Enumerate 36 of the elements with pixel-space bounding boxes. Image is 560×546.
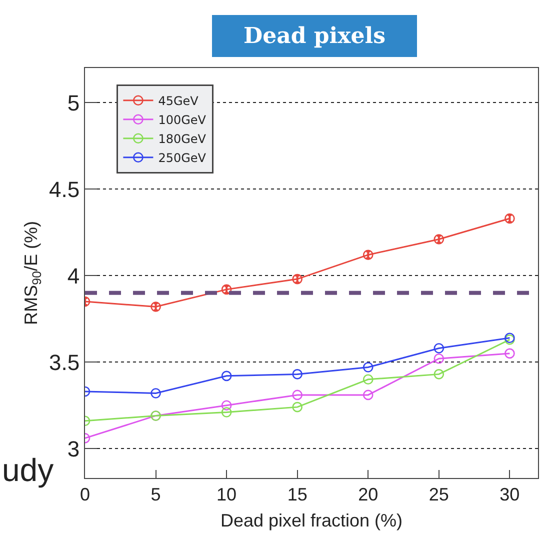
y-tick-label: 3 — [67, 436, 80, 462]
point — [292, 390, 302, 400]
legend-label: 100GeV — [158, 113, 207, 128]
legend-label: 250GeV — [158, 151, 207, 166]
x-tick-label: 5 — [150, 484, 161, 505]
point — [434, 343, 444, 354]
point — [221, 407, 232, 418]
x-tick-label: 25 — [428, 484, 449, 505]
x-tick-label: 20 — [358, 484, 378, 505]
x-tick-label: 0 — [80, 484, 90, 505]
point — [221, 284, 232, 295]
legend-label: 180GeV — [158, 132, 207, 146]
point — [434, 353, 444, 364]
point — [362, 250, 374, 260]
y-tick-label: 4 — [67, 263, 80, 288]
point — [150, 388, 161, 398]
point — [362, 390, 374, 400]
y-tick-label: 3.5 — [49, 350, 80, 375]
point — [362, 362, 374, 372]
legend-label: 45GeV — [158, 94, 200, 108]
point — [221, 400, 232, 410]
text: udy — [2, 452, 54, 488]
point — [434, 369, 444, 380]
y-tick-label: 4.5 — [49, 176, 80, 202]
point — [221, 370, 232, 382]
x-axis-title: Dead pixel fraction (%) — [220, 510, 403, 531]
point — [292, 369, 302, 380]
x-tick-label: 15 — [287, 484, 308, 505]
point — [362, 374, 374, 385]
y-tick-label: 5 — [67, 90, 80, 116]
x-tick-label: 30 — [500, 484, 520, 505]
point — [292, 402, 302, 412]
x-tick-label: 10 — [216, 484, 237, 505]
point — [434, 234, 444, 244]
chart-title: Dead pixels — [212, 15, 417, 57]
point — [504, 348, 515, 359]
